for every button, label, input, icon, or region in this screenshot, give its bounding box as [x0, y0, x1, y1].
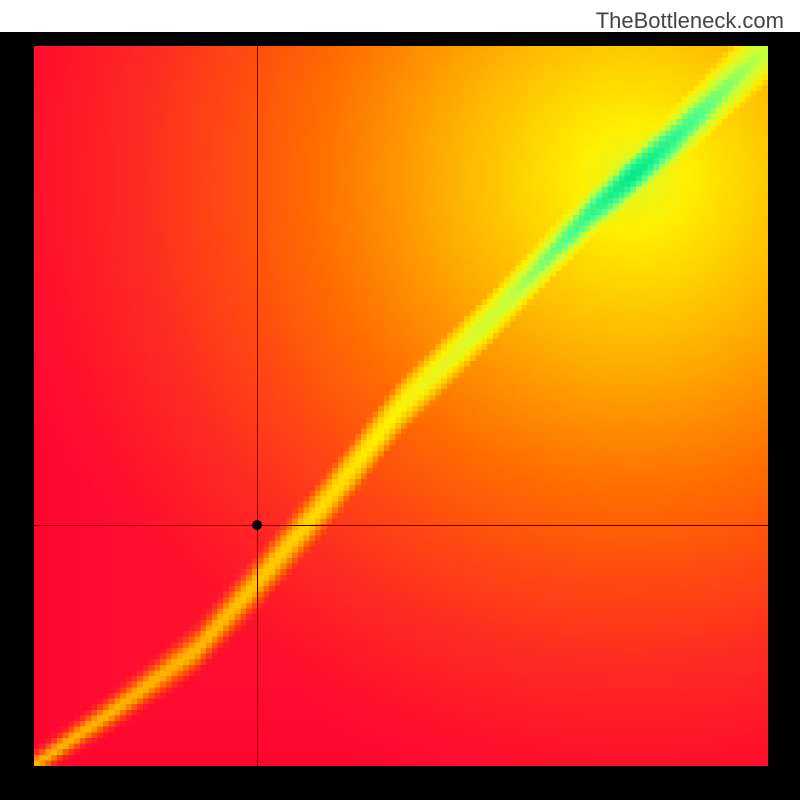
watermark-text: TheBottleneck.com — [596, 8, 784, 34]
heatmap-canvas — [34, 46, 768, 766]
crosshair-horizontal — [34, 525, 768, 526]
crosshair-vertical — [257, 46, 258, 766]
heatmap-plot-area — [34, 46, 768, 766]
crosshair-marker-dot — [252, 520, 262, 530]
chart-outer-frame — [0, 32, 800, 800]
